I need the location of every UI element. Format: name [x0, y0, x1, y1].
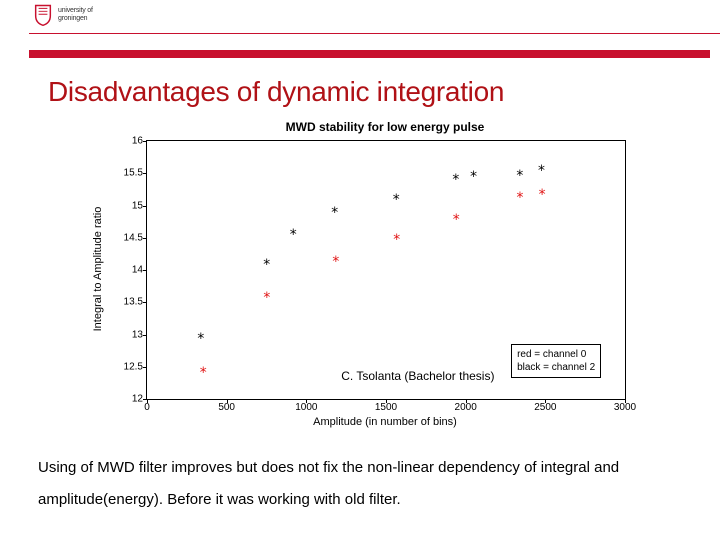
logo: university of groningen [34, 4, 93, 26]
slide-header: university of groningen [0, 0, 720, 58]
scatter-marker: * [332, 255, 340, 269]
chart-axes: 1212.51313.51414.51515.51605001000150020… [146, 140, 626, 400]
scatter-marker: * [516, 169, 524, 183]
ytick-mark [143, 141, 147, 142]
xtick-label: 2500 [534, 402, 556, 413]
scatter-marker: * [452, 173, 460, 187]
scatter-marker: * [263, 291, 271, 305]
wordmark-line1: university of [58, 7, 93, 15]
scatter-marker: * [199, 366, 207, 380]
wordmark-line2: groningen [58, 15, 93, 23]
scatter-marker: * [452, 213, 460, 227]
ytick-label: 12 [103, 394, 143, 405]
scatter-marker: * [392, 193, 400, 207]
scatter-marker: * [538, 188, 546, 202]
scatter-marker: * [516, 191, 524, 205]
chart-xlabel: Amplitude (in number of bins) [146, 416, 624, 428]
chart-legend: red = channel 0black = channel 2 [511, 344, 601, 378]
xtick-label: 1000 [295, 402, 317, 413]
xtick-label: 2000 [455, 402, 477, 413]
scatter-marker: * [330, 206, 338, 220]
scatter-marker: * [537, 164, 545, 178]
scatter-marker: * [392, 233, 400, 247]
chart-credit: C. Tsolanta (Bachelor thesis) [341, 369, 494, 383]
ytick-mark [143, 238, 147, 239]
chart: MWD stability for low energy pulse Integ… [78, 118, 642, 436]
body-text: Using of MWD filter improves but does no… [38, 452, 682, 515]
header-rule-thin [29, 33, 720, 34]
ytick-label: 13 [103, 329, 143, 340]
ytick-mark [143, 367, 147, 368]
xtick-label: 500 [218, 402, 235, 413]
ytick-label: 14 [103, 265, 143, 276]
xtick-label: 0 [144, 402, 150, 413]
scatter-marker: * [197, 332, 205, 346]
ytick-mark [143, 335, 147, 336]
xtick-label: 1500 [375, 402, 397, 413]
header-rule-thick [29, 50, 710, 58]
legend-line: red = channel 0 [517, 348, 595, 361]
scatter-marker: * [262, 258, 270, 272]
wordmark: university of groningen [58, 7, 93, 22]
legend-line: black = channel 2 [517, 361, 595, 374]
ytick-mark [143, 206, 147, 207]
ytick-mark [143, 270, 147, 271]
xtick-label: 3000 [614, 402, 636, 413]
scatter-marker: * [289, 228, 297, 242]
ytick-label: 12.5 [103, 361, 143, 372]
ytick-label: 15 [103, 200, 143, 211]
slide-title: Disadvantages of dynamic integration [48, 76, 504, 108]
ytick-mark [143, 173, 147, 174]
ytick-label: 16 [103, 136, 143, 147]
ytick-mark [143, 302, 147, 303]
crest-icon [34, 4, 52, 26]
ytick-label: 15.5 [103, 168, 143, 179]
chart-title: MWD stability for low energy pulse [146, 120, 624, 134]
scatter-marker: * [469, 170, 477, 184]
ytick-label: 14.5 [103, 232, 143, 243]
ytick-label: 13.5 [103, 297, 143, 308]
